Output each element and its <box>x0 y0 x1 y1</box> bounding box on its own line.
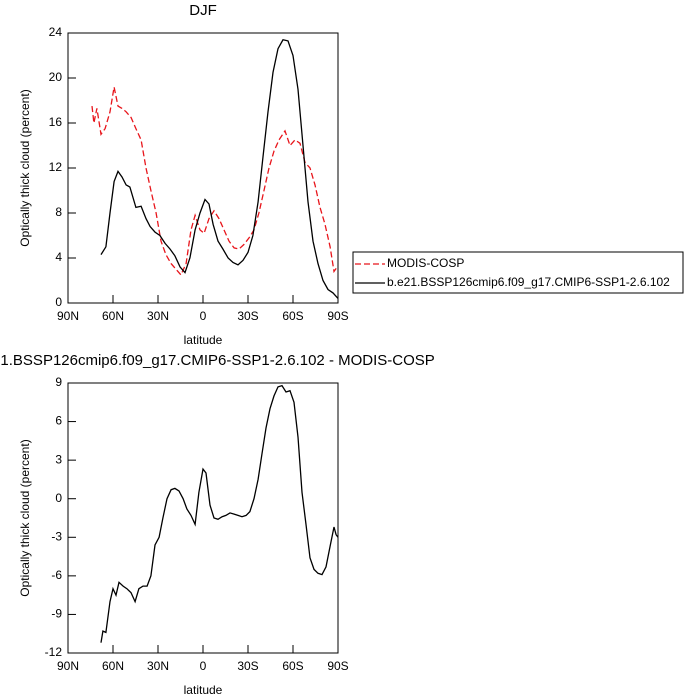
data-line <box>91 86 338 277</box>
x-tick-label: 90S <box>327 659 348 673</box>
y-axis-label: Optically thick cloud (percent) <box>18 439 32 596</box>
y-tick-label: 6 <box>55 414 62 428</box>
y-tick-label: 9 <box>55 375 62 389</box>
legend-label: MODIS-COSP <box>387 256 464 270</box>
x-tick-label: 0 <box>200 309 207 323</box>
y-tick-label: -12 <box>45 645 63 659</box>
x-tick-label: 60N <box>102 309 124 323</box>
y-tick-label: 16 <box>49 115 63 129</box>
x-tick-label: 60N <box>102 659 124 673</box>
data-line <box>100 384 338 643</box>
x-tick-label: 30N <box>147 309 169 323</box>
chart-title: b.e21.BSSP126cmip6.f09_g17.CMIP6-SSP1-2.… <box>0 352 435 369</box>
x-tick-label: 60S <box>282 659 303 673</box>
x-tick-label: 0 <box>200 659 207 673</box>
x-axis-label: latitude <box>184 683 223 697</box>
x-tick-label: 30S <box>237 659 258 673</box>
plot-frame <box>67 382 339 654</box>
y-tick-label: 8 <box>55 205 62 219</box>
y-tick-label: 0 <box>55 295 62 309</box>
x-tick-label: 30N <box>147 659 169 673</box>
x-axis-label: latitude <box>184 333 223 347</box>
x-tick-label: 90S <box>327 309 348 323</box>
y-tick-label: -3 <box>51 529 62 543</box>
plot-frame <box>67 32 339 304</box>
y-tick-label: 0 <box>55 491 62 505</box>
y-tick-label: 20 <box>49 70 63 84</box>
y-tick-label: 3 <box>55 452 62 466</box>
x-tick-label: 60S <box>282 309 303 323</box>
y-axis-label: Optically thick cloud (percent) <box>18 89 32 246</box>
chart-title: DJF <box>189 2 217 19</box>
data-line <box>100 39 338 299</box>
y-tick-label: 4 <box>55 250 62 264</box>
legend-box <box>352 251 684 294</box>
y-tick-label: 24 <box>49 25 63 39</box>
x-tick-label: 90N <box>57 659 79 673</box>
x-tick-label: 90N <box>57 309 79 323</box>
y-tick-label: -9 <box>51 607 62 621</box>
y-tick-label: 12 <box>49 160 63 174</box>
x-tick-label: 30S <box>237 309 258 323</box>
y-tick-label: -6 <box>51 568 62 582</box>
legend-label: b.e21.BSSP126cmip6.f09_g17.CMIP6-SSP1-2.… <box>387 275 670 289</box>
